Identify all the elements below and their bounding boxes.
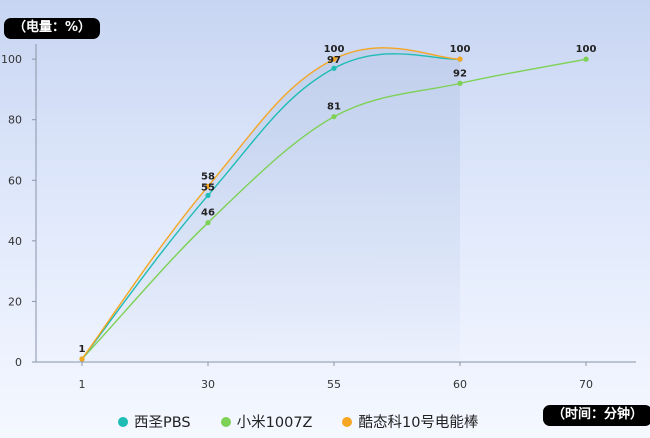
- series-line-2: [81, 58, 587, 360]
- series-area-fill: [82, 47, 460, 363]
- series-line-1: [81, 53, 461, 360]
- x-tick-label: 30: [201, 378, 215, 391]
- data-label: 100: [576, 44, 597, 55]
- y-tick-label: 20: [8, 295, 22, 308]
- x-tick-label: 55: [327, 378, 341, 391]
- series-point-3: [331, 56, 337, 62]
- data-label: 100: [324, 44, 345, 55]
- data-label: 92: [453, 68, 467, 79]
- series-point-2: [583, 56, 589, 62]
- data-label: 97: [327, 55, 341, 66]
- x-tick-label: 60: [453, 378, 467, 391]
- y-tick-label: 40: [8, 235, 22, 248]
- series-point-3: [79, 356, 85, 362]
- data-label: 55: [201, 182, 215, 193]
- legend-marker: [342, 416, 353, 427]
- legend-item-1: 西圣PBS: [118, 411, 191, 432]
- legend-marker: [118, 416, 128, 427]
- y-tick-label: 80: [8, 114, 22, 127]
- x-axis-unit-label: （时间：分钟）: [543, 405, 650, 426]
- legend-label: 小米1007Z: [236, 415, 313, 431]
- x-tick-label: 1: [79, 378, 86, 391]
- series-point-2: [205, 220, 211, 226]
- legend: 西圣PBS 小米1007Z 酷态科10号电能棒: [118, 411, 508, 432]
- legend-label: 酷态科10号电能棒: [358, 415, 479, 431]
- data-label: 46: [201, 208, 215, 219]
- data-label: 100: [450, 44, 471, 55]
- series-point-1: [205, 192, 211, 199]
- series-layer: [79, 47, 589, 363]
- x-tick-label: 70: [579, 378, 593, 391]
- series-line-3: [81, 47, 461, 360]
- y-tick-label: 100: [1, 53, 22, 66]
- y-axis-unit-label: （电量：%）: [4, 18, 101, 39]
- y-tick-label: 0: [15, 356, 22, 369]
- series-point-2: [331, 114, 337, 120]
- legend-item-2: 小米1007Z: [220, 411, 313, 432]
- legend-label: 西圣PBS: [134, 415, 191, 431]
- series-point-3: [205, 183, 211, 189]
- series-point-3: [457, 56, 463, 62]
- series-point-1: [331, 65, 337, 71]
- series-point-2: [457, 80, 463, 86]
- data-label: 81: [327, 102, 341, 113]
- y-tick-label: 60: [8, 174, 22, 187]
- legend-marker: [220, 416, 231, 427]
- data-label: 1: [79, 344, 86, 355]
- data-label: 58: [201, 171, 215, 182]
- legend-item-3: 酷态科10号电能棒: [342, 411, 478, 432]
